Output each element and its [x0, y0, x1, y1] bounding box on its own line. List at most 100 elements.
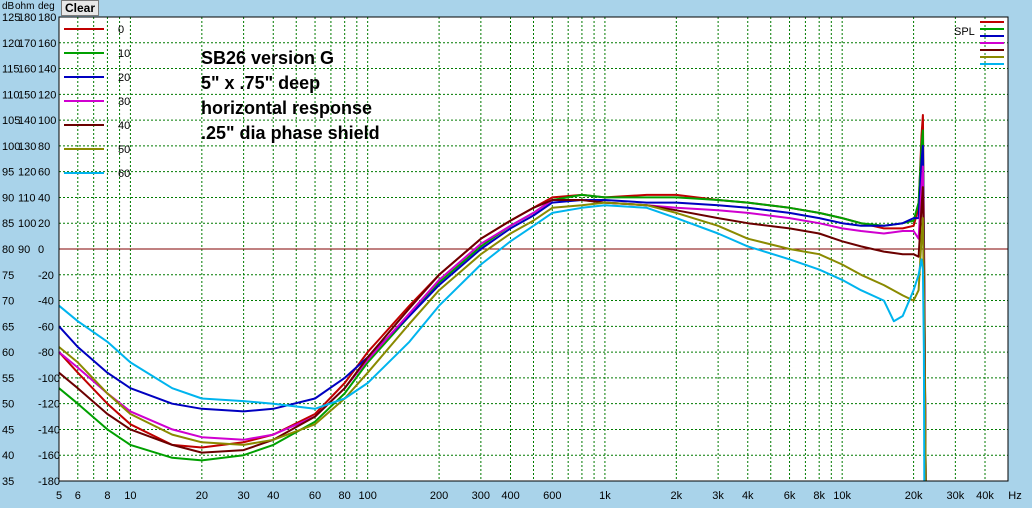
- y-tick-label-deg: 60: [38, 167, 50, 179]
- x-tick-label: 100: [358, 490, 376, 502]
- y-tick-label-deg: 20: [38, 218, 50, 230]
- y-tick-label-deg: -60: [38, 321, 54, 333]
- y-tick-label-deg: 180: [38, 12, 56, 24]
- y-tick-label-db: 100: [2, 141, 20, 153]
- y-tick-label-ohm: 90: [18, 244, 30, 256]
- x-tick-label: 300: [472, 490, 490, 502]
- spl-legend: SPL: [954, 21, 1004, 65]
- legend-label: 50: [118, 144, 130, 156]
- x-tick-label: 40: [267, 490, 279, 502]
- y-tick-label-db: 70: [2, 296, 14, 308]
- y-tick-label-ohm: 150: [18, 89, 36, 101]
- series-line-60: [58, 204, 926, 482]
- axis-header-deg: deg: [38, 1, 55, 12]
- annotation-line: .25" dia phase shield: [201, 123, 380, 143]
- legend-label: 20: [118, 72, 130, 84]
- y-tick-label-db: 95: [2, 167, 14, 179]
- y-tick-label-deg: -100: [38, 373, 60, 385]
- legend-label: 10: [118, 48, 130, 60]
- annotation-line: 5" x .75" deep: [201, 73, 320, 93]
- y-tick-label-deg: 80: [38, 141, 50, 153]
- x-tick-label: 60: [309, 490, 321, 502]
- y-tick-label-db: 60: [2, 347, 14, 359]
- y-tick-label-db: 45: [2, 424, 14, 436]
- y-tick-label-db: 110: [2, 89, 20, 101]
- y-tick-label-deg: 40: [38, 192, 50, 204]
- y-tick-label-db: 35: [2, 476, 14, 488]
- legend-label: 40: [118, 120, 130, 132]
- x-tick-label: 40k: [976, 490, 994, 502]
- annotation-line: horizontal response: [201, 98, 372, 118]
- annotation: SB26 version G 5" x .75" deep horizontal r…: [201, 48, 380, 143]
- y-tick-label-ohm: 140: [18, 115, 36, 127]
- legend: 0 10 20 30 40 50 60: [64, 24, 130, 180]
- series-layer: [58, 114, 927, 482]
- legend-label: 60: [118, 168, 130, 180]
- x-axis-unit: Hz: [1008, 490, 1021, 502]
- y-tick-label-db: 55: [2, 373, 14, 385]
- x-tick-label: 600: [543, 490, 561, 502]
- y-tick-label-deg: -160: [38, 450, 60, 462]
- y-tick-label-deg: -180: [38, 476, 60, 488]
- y-tick-label-db: 115: [2, 64, 20, 76]
- legend-label: 0: [118, 24, 124, 36]
- y-tick-label-deg: 160: [38, 38, 56, 50]
- y-tick-label-db: 50: [2, 399, 14, 411]
- spl-label: SPL: [954, 26, 975, 38]
- annotation-line: SB26 version G: [201, 48, 334, 68]
- legend-label: 30: [118, 96, 130, 108]
- y-tick-label-deg: -80: [38, 347, 54, 359]
- y-tick-label-db: 105: [2, 115, 20, 127]
- y-tick-label-deg: -20: [38, 270, 54, 282]
- y-tick-label-db: 120: [2, 38, 20, 50]
- series-line-50: [58, 201, 927, 482]
- y-tick-label-deg: -40: [38, 296, 54, 308]
- x-tick-label: 30: [237, 490, 249, 502]
- y-tick-label-ohm: 110: [18, 192, 36, 204]
- x-tick-label: 6: [75, 490, 81, 502]
- x-tick-label: 10: [124, 490, 136, 502]
- y-tick-label-ohm: 160: [18, 64, 36, 76]
- x-tick-label: 8: [104, 490, 110, 502]
- x-tick-label: 20: [196, 490, 208, 502]
- y-tick-label-deg: -120: [38, 399, 60, 411]
- y-tick-label-deg: 0: [38, 244, 44, 256]
- y-tick-label-db: 85: [2, 218, 14, 230]
- clear-button[interactable]: Clear: [61, 0, 99, 16]
- y-tick-label-ohm: 120: [18, 167, 36, 179]
- x-tick-label: 6k: [784, 490, 796, 502]
- series-line-40: [58, 186, 927, 482]
- x-tick-label: 10k: [833, 490, 851, 502]
- y-tick-label-ohm: 180: [18, 12, 36, 24]
- y-tick-label-deg: 140: [38, 64, 56, 76]
- y-tick-label-db: 90: [2, 192, 14, 204]
- y-tick-label-deg: 100: [38, 115, 56, 127]
- y-tick-label-db: 40: [2, 450, 14, 462]
- y-tick-label-deg: 120: [38, 89, 56, 101]
- y-tick-label-ohm: 130: [18, 141, 36, 153]
- y-tick-label-db: 125: [2, 12, 20, 24]
- plot-frame: [58, 16, 1009, 482]
- y-tick-label-db: 75: [2, 270, 14, 282]
- x-tick-label: 400: [501, 490, 519, 502]
- x-tick-label: 2k: [671, 490, 683, 502]
- axis-header-db: dB: [2, 1, 15, 12]
- x-tick-label: 3k: [712, 490, 724, 502]
- y-tick-label-db: 80: [2, 244, 14, 256]
- x-tick-label: 30k: [946, 490, 964, 502]
- y-tick-label-ohm: 100: [18, 218, 36, 230]
- x-tick-label: 80: [339, 490, 351, 502]
- y-tick-label-ohm: 170: [18, 38, 36, 50]
- x-tick-label: 5: [56, 490, 62, 502]
- y-tick-label-deg: -140: [38, 424, 60, 436]
- x-axis-labels: 5 6 8 10 20 30 40 60 80 100 200 300 400 600 1k 2k 3k 4k 6k…: [56, 490, 1022, 502]
- x-tick-label: 200: [430, 490, 448, 502]
- x-tick-label: 20k: [905, 490, 923, 502]
- y-tick-label-db: 65: [2, 321, 14, 333]
- x-tick-label: 4k: [742, 490, 754, 502]
- x-tick-label: 1k: [599, 490, 611, 502]
- x-tick-label: 8k: [813, 490, 825, 502]
